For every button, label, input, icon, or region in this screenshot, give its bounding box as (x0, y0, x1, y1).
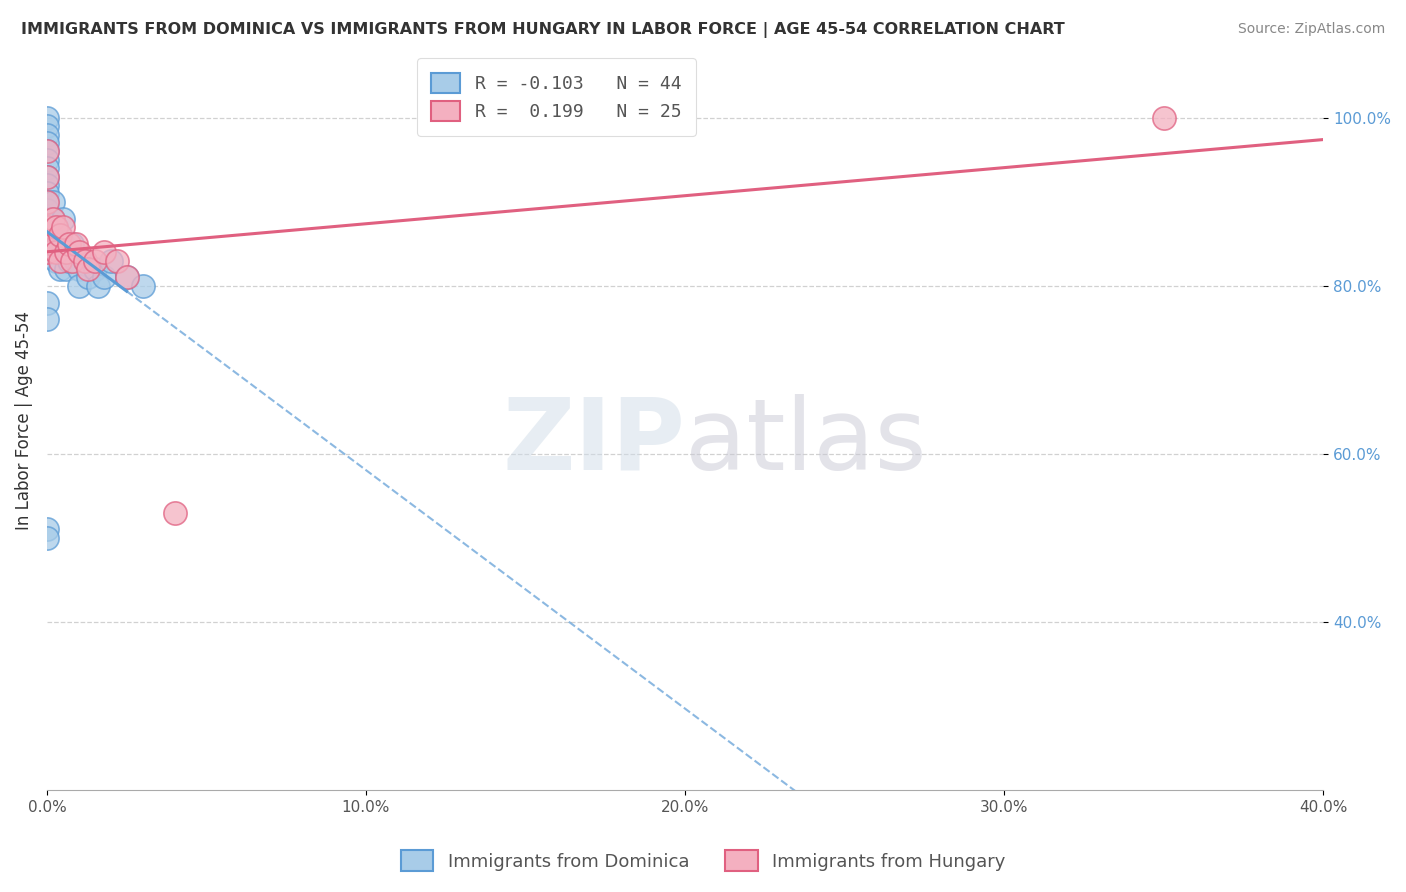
Text: atlas: atlas (685, 394, 927, 491)
Point (163, 506, 186, 520)
Point (35, 111, 58, 125)
Point (48, 245, 70, 260)
Point (35, 145, 58, 159)
Point (35, 523, 58, 537)
Point (48, 228, 70, 243)
Point (35, 128, 58, 142)
Point (75, 253, 97, 268)
Point (115, 270, 138, 285)
Point (52, 236, 75, 251)
Point (42, 211, 65, 226)
Point (42, 236, 65, 251)
Point (35, 312, 58, 326)
Point (45, 220, 67, 235)
Text: IMMIGRANTS FROM DOMINICA VS IMMIGRANTS FROM HUNGARY IN LABOR FORCE | AGE 45-54 C: IMMIGRANTS FROM DOMINICA VS IMMIGRANTS F… (21, 22, 1064, 38)
Point (48, 228, 70, 243)
Point (35, 169, 58, 184)
Point (35, 120, 58, 134)
Point (62, 236, 84, 251)
Point (48, 253, 70, 268)
Point (67, 262, 90, 277)
Point (67, 245, 90, 260)
Point (58, 236, 80, 251)
Point (35, 220, 58, 235)
Point (55, 245, 77, 260)
Point (100, 253, 122, 268)
Point (131, 278, 153, 293)
Text: ZIP: ZIP (502, 394, 685, 491)
Point (42, 194, 65, 209)
Point (58, 253, 80, 268)
Point (45, 220, 67, 235)
Point (42, 211, 65, 226)
Point (67, 278, 90, 293)
Point (52, 211, 75, 226)
Point (45, 253, 67, 268)
Point (115, 270, 138, 285)
Y-axis label: In Labor Force | Age 45-54: In Labor Force | Age 45-54 (15, 310, 32, 530)
Point (35, 295, 58, 310)
Text: Source: ZipAtlas.com: Source: ZipAtlas.com (1237, 22, 1385, 37)
Point (93, 270, 115, 285)
Point (35, 194, 58, 209)
Point (35, 161, 58, 176)
Point (42, 228, 65, 243)
Point (35, 169, 58, 184)
Point (35, 531, 58, 545)
Point (35, 203, 58, 218)
Point (35, 153, 58, 167)
Point (62, 253, 84, 268)
Point (65, 253, 87, 268)
Point (83, 262, 105, 277)
Point (48, 262, 70, 277)
Point (55, 245, 77, 260)
Point (35, 245, 58, 260)
Legend: Immigrants from Dominica, Immigrants from Hungary: Immigrants from Dominica, Immigrants fro… (394, 843, 1012, 879)
Point (55, 262, 77, 277)
Point (83, 253, 105, 268)
Point (42, 245, 65, 260)
Point (35, 136, 58, 150)
Point (35, 186, 58, 201)
Point (75, 253, 97, 268)
Point (77, 270, 100, 285)
Point (35, 178, 58, 192)
Point (105, 253, 128, 268)
Legend: R = -0.103   N = 44, R =  0.199   N = 25: R = -0.103 N = 44, R = 0.199 N = 25 (418, 58, 696, 136)
Point (35, 194, 58, 209)
Point (65, 236, 87, 251)
Point (35, 211, 58, 226)
Point (35, 145, 58, 159)
Point (45, 245, 67, 260)
Point (87, 278, 110, 293)
Point (52, 220, 75, 235)
Point (45, 236, 67, 251)
Point (93, 245, 115, 260)
Point (1153, 111, 1175, 125)
Point (77, 262, 100, 277)
